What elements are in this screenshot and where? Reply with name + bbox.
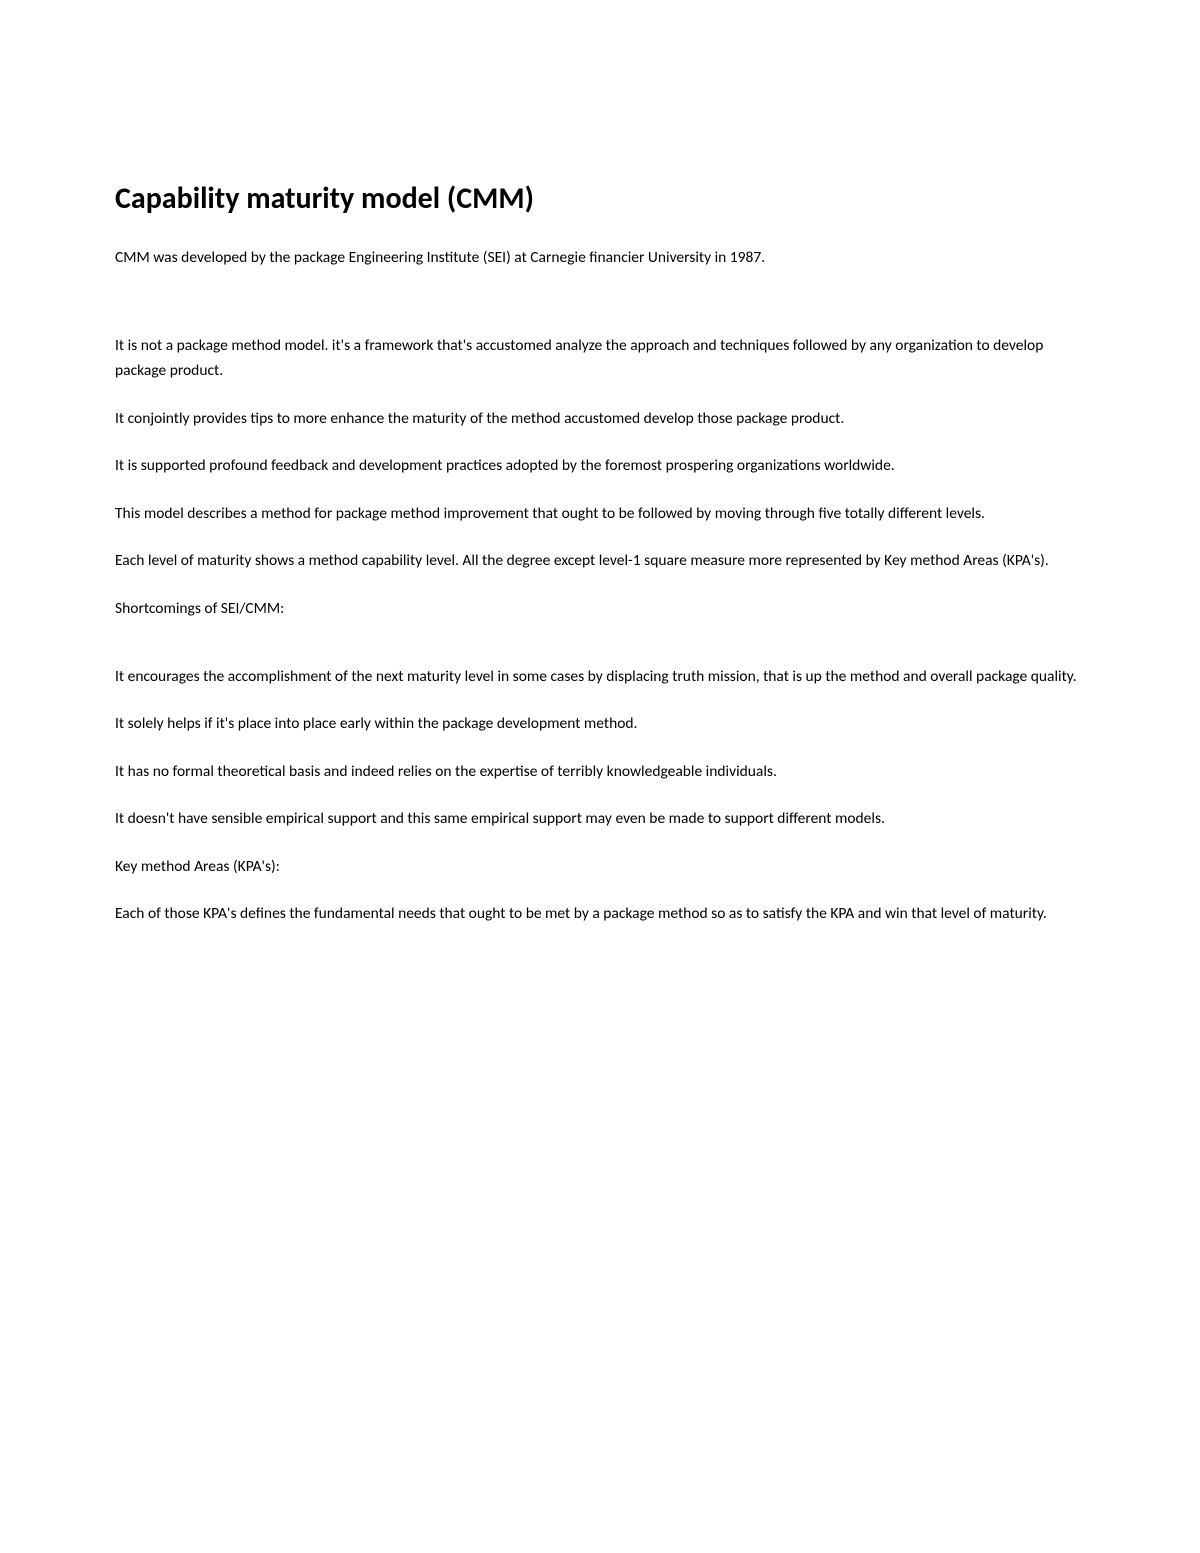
- body-paragraph: Key method Areas (KPA's):: [115, 854, 1085, 880]
- spacer: [115, 644, 1085, 664]
- body-paragraph: Each level of maturity shows a method ca…: [115, 548, 1085, 574]
- body-paragraph: It is supported profound feedback and de…: [115, 453, 1085, 479]
- body-paragraph: It conjointly provides tips to more enha…: [115, 406, 1085, 432]
- body-paragraph: This model describes a method for packag…: [115, 501, 1085, 527]
- body-paragraph: It doesn't have sensible empirical suppo…: [115, 806, 1085, 832]
- body-paragraph: CMM was developed by the package Enginee…: [115, 245, 1085, 271]
- body-paragraph: Shortcomings of SEI/CMM:: [115, 596, 1085, 622]
- body-paragraph: It encourages the accomplishment of the …: [115, 664, 1085, 690]
- body-paragraph: Each of those KPA's defines the fundamen…: [115, 901, 1085, 927]
- body-paragraph: It has no formal theoretical basis and i…: [115, 759, 1085, 785]
- document-title: Capability maturity model (CMM): [115, 180, 1085, 217]
- spacer: [115, 293, 1085, 333]
- body-paragraph: It solely helps if it's place into place…: [115, 711, 1085, 737]
- body-paragraph: It is not a package method model. it's a…: [115, 333, 1085, 384]
